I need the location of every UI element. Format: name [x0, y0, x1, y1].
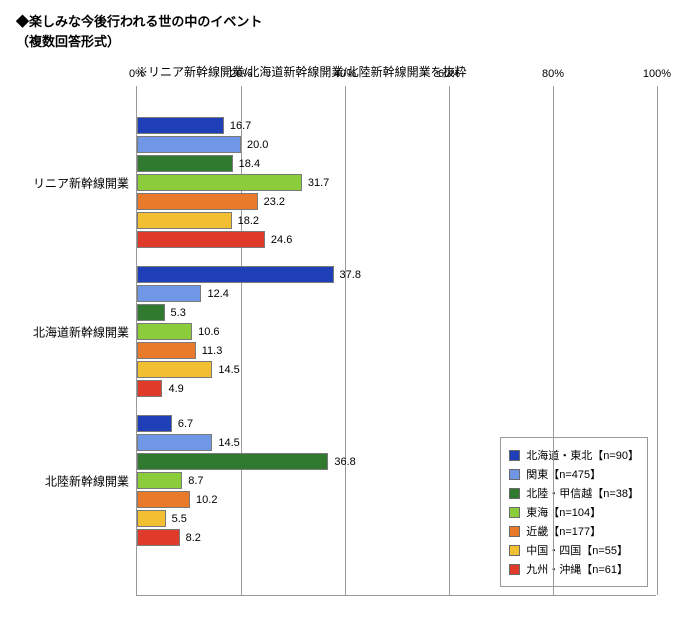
bar-row: 5.5	[137, 509, 656, 528]
bar-value-label: 10.2	[190, 490, 217, 509]
bar-value-label: 11.3	[196, 341, 223, 360]
bar-value-label: 5.3	[165, 303, 186, 322]
bar-row: 18.2	[137, 211, 656, 230]
bar-value-label: 14.5	[212, 433, 239, 452]
bar-row: 5.3	[137, 303, 656, 322]
bar-group: 北海道新幹線開業37.812.45.310.611.314.54.9	[137, 265, 656, 398]
bar	[137, 285, 201, 302]
group-label: 北陸新幹線開業	[17, 472, 137, 489]
bar-value-label: 5.5	[166, 509, 187, 528]
plot-area: 北海道・東北【n=90】関東【n=475】北陸・甲信越【n=38】東海【n=10…	[136, 86, 656, 596]
bar-row: 10.6	[137, 322, 656, 341]
bar-value-label: 16.7	[224, 116, 251, 135]
bar	[137, 193, 258, 210]
bar-row: 8.2	[137, 528, 656, 547]
chart: 北海道・東北【n=90】関東【n=475】北陸・甲信越【n=38】東海【n=10…	[16, 86, 663, 596]
bar-value-label: 4.9	[162, 379, 183, 398]
bar-row: 14.5	[137, 433, 656, 452]
bar	[137, 323, 192, 340]
bar-row: 36.8	[137, 452, 656, 471]
bar-row: 4.9	[137, 379, 656, 398]
bar-group: 北陸新幹線開業6.714.536.88.710.25.58.2	[137, 414, 656, 547]
title-line-1: ◆楽しみな今後行われる世の中のイベント	[16, 14, 262, 29]
bar-value-label: 31.7	[302, 173, 329, 192]
bar	[137, 304, 165, 321]
bar	[137, 529, 180, 546]
bar-row: 31.7	[137, 173, 656, 192]
bar	[137, 472, 182, 489]
bar-row: 24.6	[137, 230, 656, 249]
bar-value-label: 18.4	[233, 154, 260, 173]
bar	[137, 117, 224, 134]
bar	[137, 434, 212, 451]
bar	[137, 510, 166, 527]
bar	[137, 453, 328, 470]
group-label: リニア新幹線開業	[17, 174, 137, 191]
bar	[137, 361, 212, 378]
bar-row: 11.3	[137, 341, 656, 360]
x-tick-label: 40%	[334, 68, 356, 80]
legend-item: 九州・沖縄【n=61】	[509, 561, 639, 577]
gridline	[657, 86, 658, 595]
bar-row: 6.7	[137, 414, 656, 433]
x-tick-label: 0%	[129, 68, 145, 80]
group-label: 北海道新幹線開業	[17, 323, 137, 340]
chart-note: ※リニア新幹線開業/北海道新幹線開業/北陸新幹線開業を抜粋	[136, 63, 663, 80]
title-line-2: （複数回答形式）	[16, 34, 120, 49]
bar	[137, 212, 232, 229]
bar	[137, 174, 302, 191]
bar-row: 16.7	[137, 116, 656, 135]
x-tick-label: 60%	[438, 68, 460, 80]
bar-value-label: 23.2	[258, 192, 285, 211]
bar	[137, 380, 162, 397]
x-tick-label: 20%	[230, 68, 252, 80]
bar-value-label: 6.7	[172, 414, 193, 433]
bar-value-label: 10.6	[192, 322, 219, 341]
bar	[137, 415, 172, 432]
bar	[137, 266, 334, 283]
bar	[137, 155, 233, 172]
bar	[137, 491, 190, 508]
bar-group: リニア新幹線開業16.720.018.431.723.218.224.6	[137, 116, 656, 249]
bar-row: 12.4	[137, 284, 656, 303]
bar-value-label: 37.8	[334, 265, 361, 284]
bar-row: 14.5	[137, 360, 656, 379]
x-tick-label: 80%	[542, 68, 564, 80]
bar-value-label: 20.0	[241, 135, 268, 154]
bar-row: 8.7	[137, 471, 656, 490]
bar-value-label: 8.2	[180, 528, 201, 547]
bar-value-label: 18.2	[232, 211, 259, 230]
legend-label: 九州・沖縄【n=61】	[526, 561, 628, 577]
bar	[137, 231, 265, 248]
bar-value-label: 24.6	[265, 230, 292, 249]
bar-value-label: 8.7	[182, 471, 203, 490]
bar	[137, 342, 196, 359]
legend-swatch	[509, 564, 520, 575]
bar-row: 10.2	[137, 490, 656, 509]
bar-row: 20.0	[137, 135, 656, 154]
x-tick-label: 100%	[643, 68, 671, 80]
bar-row: 23.2	[137, 192, 656, 211]
bar-value-label: 14.5	[212, 360, 239, 379]
bar	[137, 136, 241, 153]
bar-row: 37.8	[137, 265, 656, 284]
bar-value-label: 36.8	[328, 452, 355, 471]
bar-row: 18.4	[137, 154, 656, 173]
page-title: ◆楽しみな今後行われる世の中のイベント （複数回答形式）	[16, 12, 663, 51]
bar-value-label: 12.4	[201, 284, 228, 303]
